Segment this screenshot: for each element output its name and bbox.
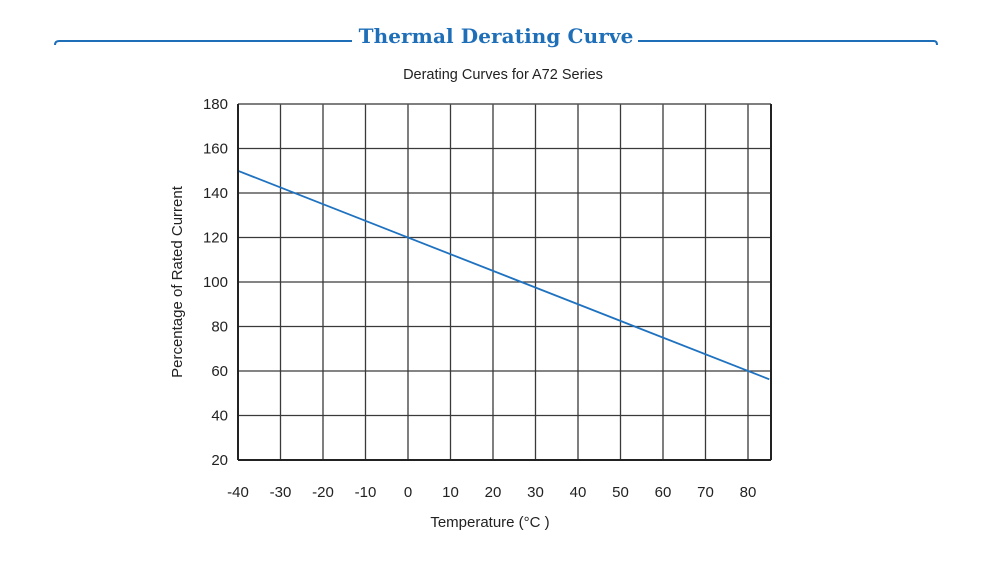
- x-tick-label: 20: [485, 484, 502, 501]
- y-tick-label: 180: [203, 96, 228, 113]
- grid: [238, 104, 771, 460]
- header-rule-left: [54, 40, 352, 46]
- plot-frame: [237, 103, 772, 461]
- y-tick-label: 100: [203, 274, 228, 291]
- x-tick-label: 60: [655, 484, 672, 501]
- section-title-text: Thermal Derating Curve: [340, 24, 652, 48]
- x-tick-label: 70: [697, 484, 714, 501]
- chart-title: Derating Curves for A72 Series: [403, 67, 603, 83]
- x-tick-label: -10: [355, 484, 377, 501]
- y-tick-label: 160: [203, 141, 228, 158]
- series-layer: [237, 169, 770, 381]
- header-rule-right: [638, 40, 938, 46]
- x-tick-label: -30: [270, 484, 292, 501]
- x-tick-label: 50: [612, 484, 629, 501]
- x-axis-label: Temperature (°C ): [430, 514, 549, 531]
- y-tick-label: 40: [211, 408, 228, 425]
- x-tick-label: 30: [527, 484, 544, 501]
- x-tick-label: 80: [740, 484, 757, 501]
- x-tick-label: 0: [404, 484, 412, 501]
- x-tick-label: -20: [312, 484, 334, 501]
- y-tick-label: 80: [211, 319, 228, 336]
- y-tick-label: 60: [211, 363, 228, 380]
- y-tick-label: 140: [203, 185, 228, 202]
- x-tick-label: 10: [442, 484, 459, 501]
- y-tick-labels: 20 40 60 80 100 120 140 160 180: [203, 96, 228, 469]
- series-line-0: [237, 169, 770, 381]
- header-rules: [54, 40, 938, 46]
- x-tick-label: -40: [227, 484, 249, 501]
- x-tick-label: 40: [570, 484, 587, 501]
- y-axis-label: Percentage of Rated Current: [169, 185, 186, 378]
- y-tick-label: 120: [203, 230, 228, 247]
- x-tick-labels: -40 -30 -20 -10 0 10 20 30 40 50 60 70 80: [227, 484, 756, 501]
- y-tick-label: 20: [211, 452, 228, 469]
- section-title: Thermal Derating Curve: [0, 24, 992, 48]
